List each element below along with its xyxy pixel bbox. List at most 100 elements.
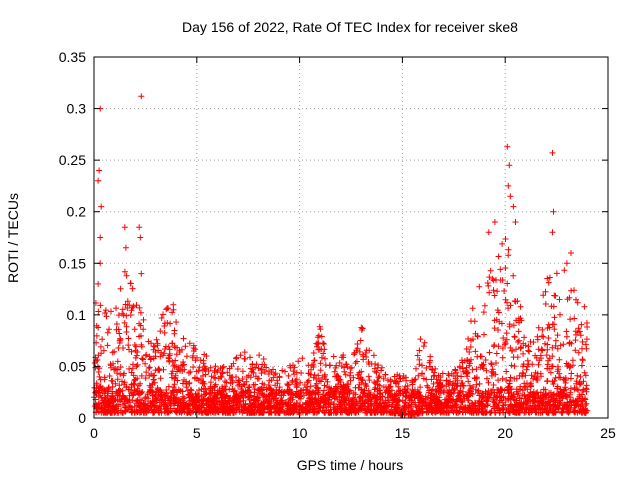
data-point xyxy=(489,275,496,282)
data-point xyxy=(550,381,557,387)
data-point xyxy=(298,370,305,376)
data-point xyxy=(566,339,573,346)
data-point xyxy=(392,403,399,410)
data-point xyxy=(556,400,563,407)
data-point xyxy=(247,402,254,409)
data-point xyxy=(308,366,314,373)
data-point xyxy=(244,387,251,394)
data-point xyxy=(284,381,291,387)
data-point xyxy=(540,386,547,393)
data-point xyxy=(208,397,215,404)
data-point xyxy=(336,376,343,383)
data-point xyxy=(532,352,539,359)
data-point xyxy=(469,401,476,408)
data-point xyxy=(193,395,200,402)
data-point xyxy=(127,402,134,409)
data-point xyxy=(545,321,552,328)
data-point xyxy=(456,389,463,396)
data-point xyxy=(502,296,509,303)
data-point xyxy=(375,374,382,381)
data-point xyxy=(418,410,424,417)
data-point xyxy=(314,334,321,341)
data-point xyxy=(276,374,283,381)
data-point xyxy=(205,368,212,374)
data-point xyxy=(209,404,216,411)
data-point xyxy=(254,386,261,393)
data-point xyxy=(453,369,459,376)
data-point xyxy=(297,379,304,386)
data-point xyxy=(478,405,485,412)
data-point xyxy=(468,356,474,363)
data-point xyxy=(358,386,365,393)
data-point xyxy=(498,386,505,393)
data-point xyxy=(415,390,422,397)
data-point xyxy=(393,378,400,385)
data-point xyxy=(475,400,482,407)
data-point xyxy=(112,380,119,387)
data-point xyxy=(542,394,549,401)
data-point xyxy=(119,310,126,317)
x-tick-label: 25 xyxy=(600,425,616,441)
data-point xyxy=(530,398,537,404)
data-point xyxy=(310,364,317,370)
data-point xyxy=(233,354,240,361)
data-point xyxy=(447,378,454,385)
data-point xyxy=(104,392,111,399)
data-point xyxy=(134,375,141,382)
data-point xyxy=(497,393,503,400)
data-point xyxy=(412,376,419,383)
data-point xyxy=(563,328,570,335)
data-point xyxy=(505,246,512,253)
data-point xyxy=(296,394,302,401)
data-point xyxy=(456,363,463,370)
data-point xyxy=(119,387,126,394)
data-point xyxy=(318,354,325,361)
data-point xyxy=(458,373,465,380)
data-point xyxy=(123,272,130,279)
data-point xyxy=(426,359,433,366)
data-point xyxy=(548,303,555,310)
data-point xyxy=(146,353,153,360)
data-point xyxy=(156,405,162,412)
data-points xyxy=(91,93,591,418)
data-point xyxy=(563,260,570,267)
data-point xyxy=(503,377,510,383)
data-point xyxy=(285,381,292,388)
data-point xyxy=(583,336,590,343)
data-point xyxy=(132,347,139,354)
data-point xyxy=(127,280,134,287)
data-point xyxy=(104,329,111,336)
data-point xyxy=(306,397,313,404)
data-point xyxy=(207,387,214,393)
data-point xyxy=(167,320,174,327)
data-point xyxy=(316,323,323,330)
data-point xyxy=(276,387,283,394)
data-point xyxy=(412,401,419,408)
data-point xyxy=(520,350,527,357)
data-point xyxy=(371,406,377,413)
data-point xyxy=(266,377,273,384)
data-point xyxy=(480,390,487,397)
data-point xyxy=(172,408,179,415)
data-point xyxy=(573,296,579,303)
data-point xyxy=(344,363,351,370)
data-point xyxy=(457,404,463,411)
data-point xyxy=(129,365,136,372)
data-point xyxy=(491,409,498,416)
data-point xyxy=(279,367,286,374)
data-point xyxy=(234,366,241,372)
data-point xyxy=(281,409,288,416)
data-point xyxy=(358,368,365,375)
data-point xyxy=(476,380,483,387)
data-point xyxy=(95,177,102,184)
data-point xyxy=(552,337,559,344)
data-point xyxy=(350,374,357,381)
data-point xyxy=(372,368,378,375)
data-point xyxy=(121,268,128,275)
data-point xyxy=(365,359,372,365)
data-point xyxy=(345,386,352,393)
data-point xyxy=(365,373,372,380)
data-point xyxy=(557,390,564,397)
data-point xyxy=(573,401,580,408)
data-point xyxy=(479,362,486,369)
